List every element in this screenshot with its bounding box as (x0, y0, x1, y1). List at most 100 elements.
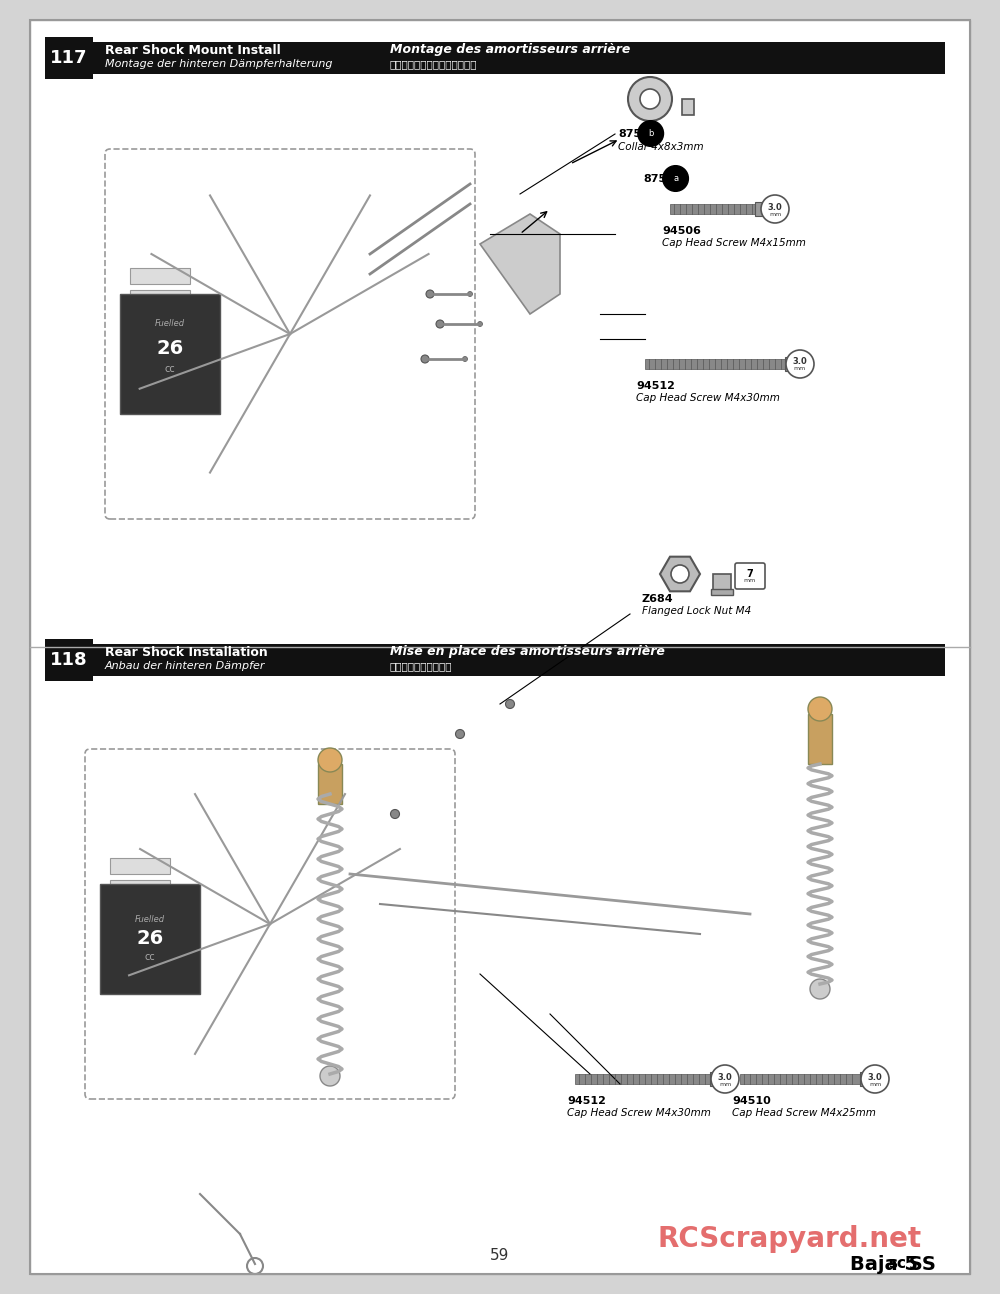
Circle shape (761, 195, 789, 223)
Text: 59: 59 (490, 1249, 510, 1263)
Circle shape (462, 357, 468, 361)
Text: Rear Shock Installation: Rear Shock Installation (105, 646, 268, 659)
FancyBboxPatch shape (45, 38, 93, 79)
Text: Collar 4x8x3mm: Collar 4x8x3mm (618, 142, 704, 151)
FancyBboxPatch shape (713, 575, 731, 591)
Circle shape (808, 697, 832, 721)
Circle shape (426, 290, 434, 298)
Text: 3.0: 3.0 (768, 202, 782, 211)
FancyBboxPatch shape (735, 563, 765, 589)
Text: 94510: 94510 (732, 1096, 771, 1106)
Text: mm: mm (719, 1082, 731, 1087)
Text: mm: mm (869, 1082, 881, 1087)
Text: SS: SS (902, 1254, 936, 1273)
Text: mm: mm (794, 366, 806, 371)
Circle shape (320, 1066, 340, 1086)
FancyBboxPatch shape (755, 202, 773, 216)
Bar (318, 763, 342, 804)
Bar (110, 924, 170, 939)
Text: Montage der hinteren Dämpferhalterung: Montage der hinteren Dämpferhalterung (105, 60, 332, 69)
Text: Montage des amortisseurs arrière: Montage des amortisseurs arrière (390, 44, 630, 57)
FancyBboxPatch shape (860, 1071, 878, 1086)
Text: Anbau der hinteren Dämpfer: Anbau der hinteren Dämpfer (105, 661, 266, 672)
Bar (130, 268, 190, 283)
Text: 26: 26 (136, 929, 164, 949)
Bar (110, 902, 170, 917)
Circle shape (456, 730, 464, 739)
FancyBboxPatch shape (711, 589, 733, 595)
Text: リアショックマウントの取付け: リアショックマウントの取付け (390, 60, 478, 69)
FancyBboxPatch shape (740, 1074, 860, 1084)
Text: b: b (648, 129, 653, 138)
FancyBboxPatch shape (785, 357, 803, 371)
Text: 3.0: 3.0 (793, 357, 807, 366)
Text: Mise en place des amortisseurs arrière: Mise en place des amortisseurs arrière (390, 646, 665, 659)
Circle shape (421, 355, 429, 364)
FancyBboxPatch shape (645, 358, 785, 369)
Text: a: a (673, 173, 678, 182)
Text: 3.0: 3.0 (868, 1073, 882, 1082)
Text: 94512: 94512 (636, 380, 675, 391)
Bar (808, 714, 832, 763)
Text: Cap Head Screw M4x25mm: Cap Head Screw M4x25mm (732, 1108, 876, 1118)
Circle shape (390, 810, 400, 819)
Text: 87551: 87551 (618, 129, 656, 138)
Bar (110, 946, 170, 961)
Bar (110, 880, 170, 895)
Text: Flanged Lock Nut M4: Flanged Lock Nut M4 (642, 606, 751, 616)
Circle shape (640, 89, 660, 109)
Bar (110, 968, 170, 983)
Text: Cap Head Screw M4x30mm: Cap Head Screw M4x30mm (567, 1108, 711, 1118)
Bar (130, 290, 190, 305)
Text: 94506: 94506 (662, 226, 701, 236)
Text: Fuelled: Fuelled (135, 915, 165, 924)
FancyBboxPatch shape (100, 884, 200, 994)
Text: 3.0: 3.0 (718, 1073, 732, 1082)
Bar (130, 312, 190, 327)
Text: Rear Shock Mount Install: Rear Shock Mount Install (105, 44, 281, 57)
Circle shape (478, 321, 482, 326)
FancyBboxPatch shape (710, 1071, 728, 1086)
Circle shape (468, 291, 473, 296)
Text: Cap Head Screw M4x15mm: Cap Head Screw M4x15mm (662, 238, 806, 248)
Text: Z684: Z684 (642, 594, 674, 604)
Circle shape (628, 78, 672, 122)
Circle shape (711, 1065, 739, 1093)
Text: mm: mm (769, 211, 781, 216)
Bar (130, 356, 190, 371)
Circle shape (506, 700, 514, 709)
Text: Cap Head Screw M4x30mm: Cap Head Screw M4x30mm (636, 393, 780, 402)
Text: Fuelled: Fuelled (155, 320, 185, 329)
Circle shape (810, 980, 830, 999)
Polygon shape (480, 214, 560, 314)
Polygon shape (660, 556, 700, 591)
Text: sc: sc (888, 1256, 906, 1272)
Text: cc: cc (165, 364, 175, 374)
Bar (110, 858, 170, 873)
Text: リアショックの取付け: リアショックの取付け (390, 661, 452, 672)
Circle shape (436, 320, 444, 327)
Circle shape (861, 1065, 889, 1093)
FancyBboxPatch shape (30, 19, 970, 1275)
Text: 26: 26 (156, 339, 184, 358)
FancyBboxPatch shape (45, 639, 93, 681)
Bar (130, 334, 190, 349)
FancyBboxPatch shape (575, 1074, 710, 1084)
FancyBboxPatch shape (45, 644, 945, 675)
Text: 7: 7 (747, 569, 753, 578)
Text: Baja 5: Baja 5 (850, 1254, 918, 1273)
FancyBboxPatch shape (682, 100, 694, 115)
Text: cc: cc (145, 952, 155, 961)
FancyBboxPatch shape (45, 41, 945, 74)
Text: 94512: 94512 (567, 1096, 606, 1106)
Text: 118: 118 (50, 651, 88, 669)
Bar (130, 378, 190, 393)
Text: mm: mm (744, 578, 756, 584)
Text: 117: 117 (50, 49, 88, 67)
Circle shape (671, 565, 689, 584)
Text: 87551: 87551 (643, 173, 682, 184)
Text: RCScrapyard.net: RCScrapyard.net (658, 1225, 922, 1253)
FancyBboxPatch shape (120, 294, 220, 414)
FancyBboxPatch shape (670, 204, 755, 214)
Circle shape (786, 349, 814, 378)
